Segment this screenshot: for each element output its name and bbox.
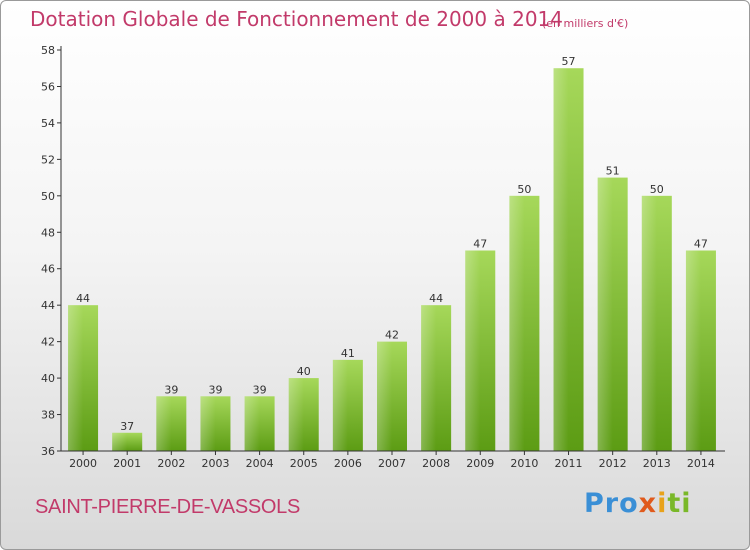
- y-tick-label: 50: [41, 190, 55, 203]
- x-tick-label: 2003: [201, 457, 229, 470]
- bar-highlight: [156, 396, 172, 451]
- x-tick-label: 2004: [246, 457, 274, 470]
- logo-part-4: ti: [667, 488, 692, 519]
- y-tick-label: 56: [41, 80, 55, 93]
- data-label: 42: [385, 329, 399, 342]
- data-label: 51: [606, 165, 620, 178]
- chart-subtitle: (en milliers d'€): [542, 17, 629, 30]
- commune-name: SAINT-PIERRE-DE-VASSOLS: [35, 496, 301, 518]
- chart-title: Dotation Globale de Fonctionnement de 20…: [30, 7, 563, 31]
- bar-highlight: [509, 195, 525, 451]
- data-label: 44: [429, 292, 443, 305]
- data-label: 39: [253, 383, 267, 396]
- data-label: 47: [694, 238, 708, 251]
- bar-highlight: [377, 341, 392, 451]
- bar-highlight: [421, 305, 437, 451]
- bar-highlight: [332, 359, 348, 451]
- y-tick-label: 42: [41, 336, 55, 349]
- bar-highlight: [685, 250, 701, 451]
- proxiti-logo[interactable]: Proxiti: [584, 488, 692, 519]
- data-label: 44: [76, 292, 90, 305]
- data-label: 39: [208, 383, 222, 396]
- x-tick-label: 2000: [69, 457, 97, 470]
- bar-highlight: [200, 396, 216, 451]
- bar-highlight: [244, 396, 260, 451]
- data-label: 40: [297, 365, 311, 378]
- logo-part-2: x: [638, 488, 658, 519]
- x-tick-label: 2001: [113, 457, 141, 470]
- logo-part-3: i: [657, 488, 668, 519]
- x-tick-label: 2008: [422, 457, 450, 470]
- y-tick-label: 44: [41, 299, 55, 312]
- bars-group: 44 37 39 39 39 40 41 42 44 47 50 57 51 50 47: [68, 55, 716, 452]
- y-axis: 36 38 40 42 44 46 48 50 52 54 56 58: [41, 44, 62, 458]
- bar-highlight: [641, 195, 657, 451]
- bar-highlight: [597, 177, 613, 451]
- data-label: 50: [650, 183, 664, 196]
- bar-highlight: [68, 305, 84, 451]
- data-label: 41: [341, 347, 355, 360]
- data-label: 47: [473, 238, 487, 251]
- y-tick-label: 54: [41, 117, 55, 130]
- x-tick-label: 2014: [687, 457, 715, 470]
- bar-highlight: [553, 68, 569, 452]
- x-tick-label: 2006: [334, 457, 362, 470]
- x-tick-label: 2002: [157, 457, 185, 470]
- x-tick-label: 2007: [378, 457, 406, 470]
- y-tick-label: 52: [41, 153, 55, 166]
- y-tick-label: 48: [41, 226, 55, 239]
- x-tick-label: 2011: [555, 457, 583, 470]
- bar-highlight: [288, 378, 304, 451]
- y-tick-label: 36: [41, 445, 55, 458]
- data-label: 50: [517, 183, 531, 196]
- bar-highlight: [465, 250, 481, 451]
- x-tick-label: 2009: [466, 457, 494, 470]
- x-tick-label: 2010: [510, 457, 538, 470]
- x-tick-label: 2013: [643, 457, 671, 470]
- y-tick-label: 58: [41, 44, 55, 57]
- bar-highlight: [112, 432, 128, 451]
- y-tick-label: 38: [41, 409, 55, 422]
- data-label: 57: [562, 55, 576, 68]
- x-axis: 2000 2001 2002 2003 2004 2005 2006 2007 2008 2009…: [61, 450, 725, 470]
- y-tick-label: 40: [41, 372, 55, 385]
- data-label: 37: [120, 420, 134, 433]
- x-tick-label: 2012: [599, 457, 627, 470]
- y-tick-label: 46: [41, 263, 55, 276]
- data-label: 39: [164, 383, 178, 396]
- logo-part-1: Pro: [584, 488, 639, 519]
- x-tick-label: 2005: [290, 457, 318, 470]
